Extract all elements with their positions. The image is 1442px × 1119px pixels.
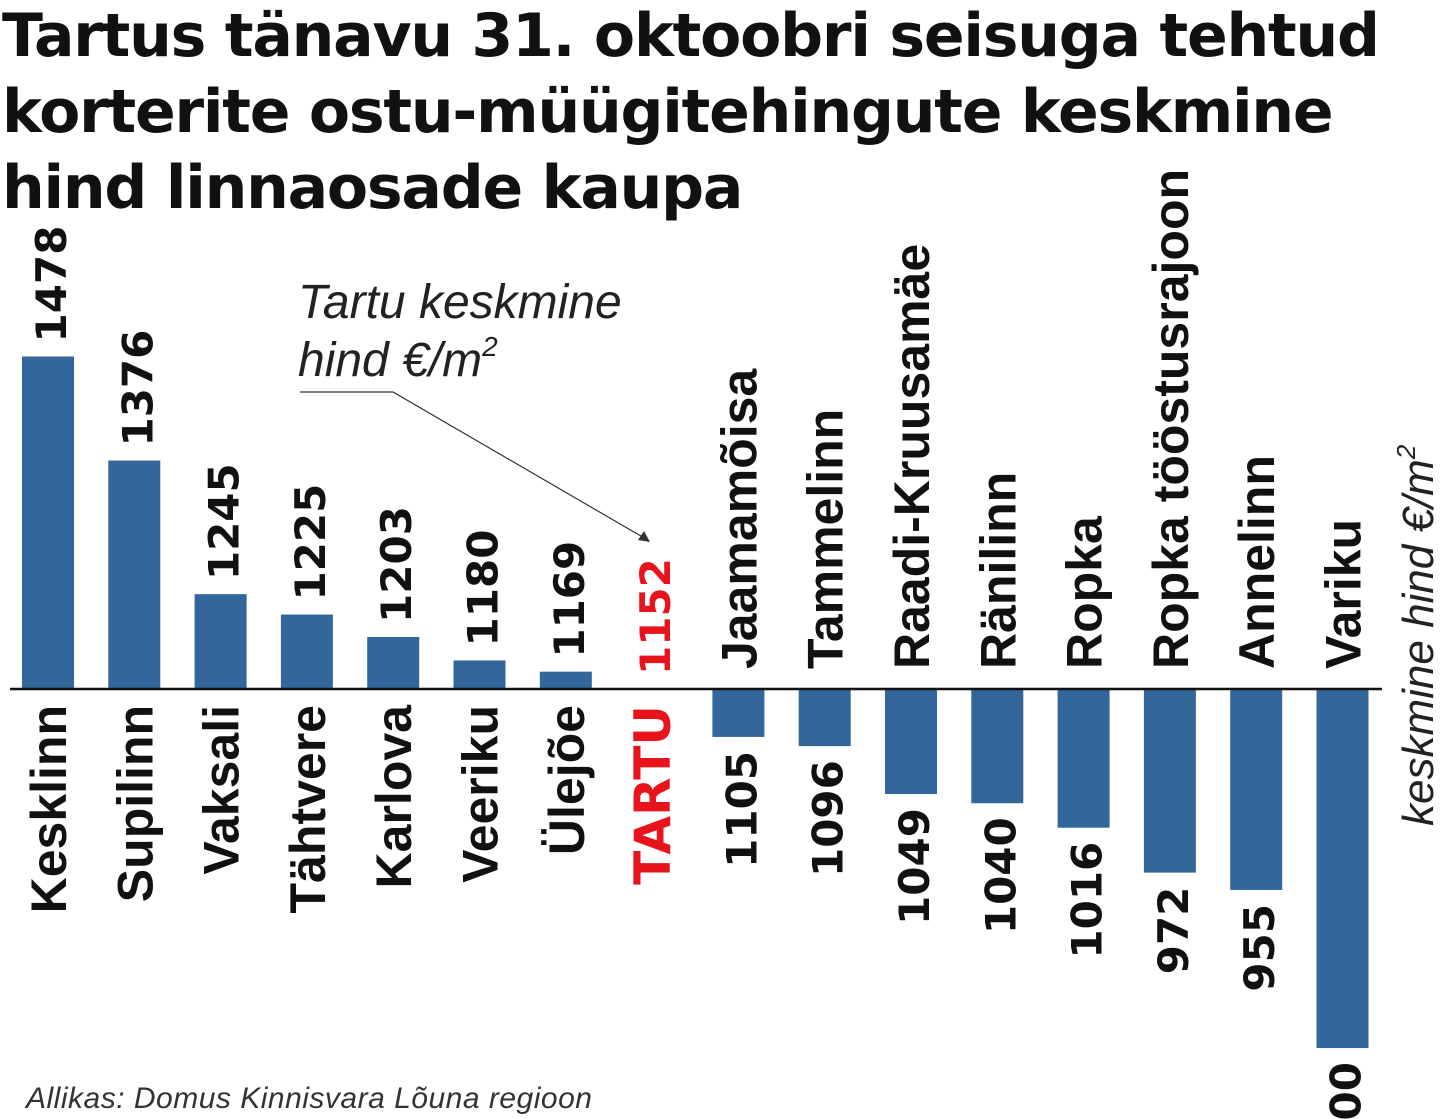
- value-label-ranilinn: 1040: [976, 817, 1025, 934]
- value-label-vaksali: 1245: [200, 463, 249, 580]
- category-label-ropka-toostusrajoon: Ropka tööstusrajoon: [1143, 169, 1199, 669]
- category-label-tartu: TARTU: [624, 705, 682, 885]
- value-label-raadi-kruusamae: 1049: [890, 808, 939, 925]
- annotation-leader-line: [300, 391, 647, 540]
- value-label-ropka-toostusrajoon: 972: [1149, 887, 1198, 975]
- annotation-arrow-head: [638, 531, 650, 542]
- average-annotation: Tartu keskmine hind €/m2: [298, 276, 650, 542]
- bar-ropka: [1057, 689, 1110, 828]
- category-label-annelinn: Annelinn: [1229, 455, 1285, 669]
- bar-kesklinn: [22, 356, 74, 689]
- chart-title: Tartus tänavu 31. oktoobri seisuga tehtu…: [2, 1, 1380, 223]
- bar-tammelinn: [798, 689, 851, 747]
- value-label-supilinn: 1376: [113, 330, 162, 447]
- y-axis-label: keskmine hind €/m2: [1391, 444, 1442, 826]
- bar-ulejoe: [539, 671, 592, 689]
- bar-annelinn: [1230, 689, 1283, 890]
- category-label-variku: Variku: [1316, 519, 1372, 669]
- value-label-ulejoe: 1169: [545, 541, 594, 658]
- bar-variku: [1316, 689, 1369, 1049]
- value-label-kesklinn: 1478: [27, 226, 76, 343]
- bar-veeriku: [453, 660, 506, 689]
- value-label-variku: 800: [1322, 1062, 1371, 1119]
- category-label-vaksali: Vaksali: [194, 705, 250, 875]
- category-label-ropka: Ropka: [1057, 515, 1113, 669]
- category-label-ulejoe: Ülejõe: [539, 705, 595, 855]
- bar-ranilinn: [971, 689, 1024, 804]
- value-label-tahtvere: 1225: [286, 484, 335, 601]
- bar-tahtvere: [280, 614, 333, 689]
- source-note: Allikas: Domus Kinnisvara Lõuna regioon: [26, 1082, 593, 1115]
- category-label-veeriku: Veeriku: [453, 705, 509, 883]
- category-label-kesklinn: Kesklinn: [21, 705, 77, 913]
- bar-jaamamoisa: [712, 689, 765, 737]
- category-label-tammelinn: Tammelinn: [798, 409, 854, 669]
- value-label-karlova: 1203: [372, 506, 421, 623]
- category-label-tahtvere: Tähtvere: [280, 705, 336, 913]
- bar-raadi-kruusamae: [885, 689, 937, 795]
- category-label-karlova: Karlova: [366, 704, 422, 889]
- bar-supilinn: [108, 460, 161, 689]
- value-label-tartu: 1152: [631, 558, 680, 675]
- value-label-annelinn: 955: [1235, 904, 1284, 992]
- category-label-raadi-kruusamae: Raadi-Kruusamäe: [884, 244, 940, 669]
- labels-group: 1478Kesklinn1376Supilinn1245Vaksali1225T…: [21, 169, 1372, 1119]
- annotation-line-1: Tartu keskmine: [298, 276, 622, 329]
- value-label-ropka: 1016: [1063, 842, 1112, 959]
- category-label-ranilinn: Ränilinn: [970, 472, 1026, 669]
- annotation-line-2: hind €/m2: [298, 331, 498, 387]
- value-label-tammelinn: 1096: [804, 760, 853, 877]
- bar-karlova: [367, 636, 420, 689]
- value-label-veeriku: 1180: [459, 530, 508, 647]
- category-label-supilinn: Supilinn: [107, 705, 163, 902]
- bars-group: [22, 356, 1369, 1049]
- bar-vaksali: [194, 594, 247, 689]
- category-label-jaamamoisa: Jaamamõisa: [711, 368, 767, 669]
- bar-ropka-toostusrajoon: [1143, 689, 1196, 873]
- value-label-jaamamoisa: 1105: [717, 751, 766, 868]
